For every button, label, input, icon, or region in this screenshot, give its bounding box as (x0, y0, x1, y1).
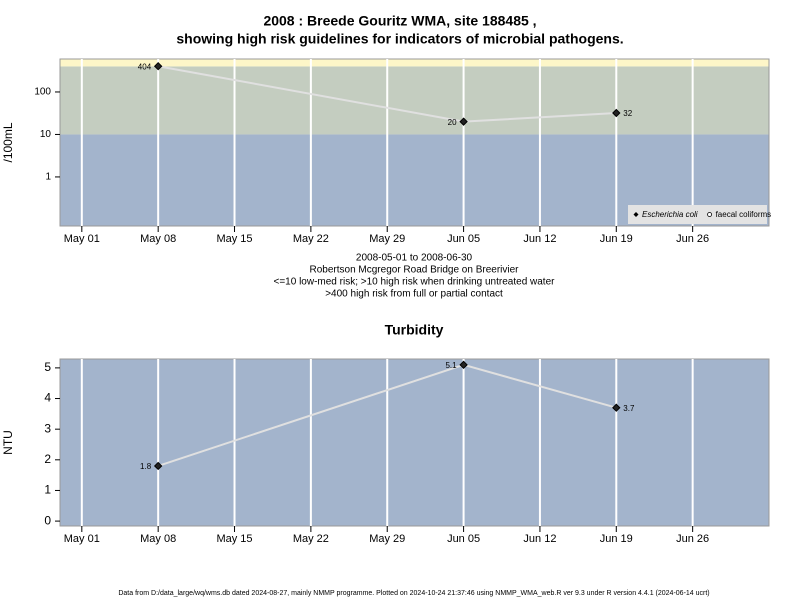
x-tick-label: May 22 (293, 533, 329, 545)
x-tick-label: May 29 (369, 233, 405, 245)
x-tick-label: Jun 26 (676, 233, 709, 245)
data-point (153, 461, 163, 471)
legend-box (628, 205, 767, 224)
x-tick-label: Jun 26 (676, 533, 709, 545)
risk-band (60, 359, 769, 526)
chart-note: >400 high risk from full or partial cont… (325, 289, 503, 300)
legend-label: faecal coliforms (716, 210, 772, 219)
chart-title: Turbidity (385, 322, 444, 338)
data-point (459, 117, 468, 126)
data-point (612, 108, 621, 118)
y-tick-label: 2 (44, 452, 51, 466)
x-tick-label: Jun 05 (447, 533, 480, 545)
x-tick-label: Jun 19 (600, 233, 633, 245)
data-point (459, 360, 468, 370)
y-tick-label: 3 (44, 421, 51, 435)
x-tick-label: May 08 (140, 533, 176, 545)
data-point (153, 61, 163, 71)
legend-label: Escherichia coli (642, 210, 698, 219)
y-tick-label: 10 (40, 129, 52, 140)
legend-marker (707, 212, 712, 217)
data-point (612, 403, 621, 412)
data-label: 3.7 (623, 404, 635, 413)
y-axis-label: NTU (1, 430, 15, 455)
chart-title: 2008 : Breede Gouritz WMA, site 188485 , (263, 13, 536, 29)
x-tick-label: May 22 (293, 233, 329, 245)
footer: Data from D:/data_large/wq/wms.db dated … (118, 590, 709, 597)
x-tick-label: May 01 (64, 233, 100, 245)
x-tick-label: Jun 05 (447, 233, 480, 245)
data-label: 404 (138, 62, 152, 71)
y-tick-label: 0 (44, 513, 51, 527)
data-label: 5.1 (445, 361, 457, 370)
y-axis-label: /100mL (1, 122, 15, 162)
y-tick-label: 100 (34, 87, 51, 98)
x-tick-label: May 15 (216, 533, 252, 545)
chart-note: 2008-05-01 to 2008-06-30 (356, 253, 473, 264)
data-label: 1.8 (140, 462, 152, 471)
legend-marker (633, 212, 639, 217)
data-label: 20 (448, 118, 457, 127)
data-label: 32 (623, 109, 632, 118)
x-tick-label: May 29 (369, 533, 405, 545)
chart-note: <=10 low-med risk; >10 high risk when dr… (274, 277, 556, 288)
plot-frame (59, 358, 770, 527)
risk-band (60, 59, 769, 67)
y-tick-label: 1 (45, 172, 51, 183)
x-tick-label: Jun 12 (523, 233, 556, 245)
chart-note: Robertson Mcgregor Road Bridge on Breeri… (310, 265, 520, 276)
x-tick-label: May 15 (216, 233, 252, 245)
plot-frame (59, 58, 770, 227)
y-tick-label: 1 (44, 483, 51, 497)
y-tick-label: 5 (44, 360, 51, 374)
x-tick-label: Jun 12 (523, 533, 556, 545)
x-tick-label: May 01 (64, 533, 100, 545)
x-tick-label: May 08 (140, 233, 176, 245)
risk-band (60, 66, 769, 135)
x-tick-label: Jun 19 (600, 533, 633, 545)
y-tick-label: 4 (44, 391, 51, 405)
chart-title: showing high risk guidelines for indicat… (176, 31, 623, 47)
